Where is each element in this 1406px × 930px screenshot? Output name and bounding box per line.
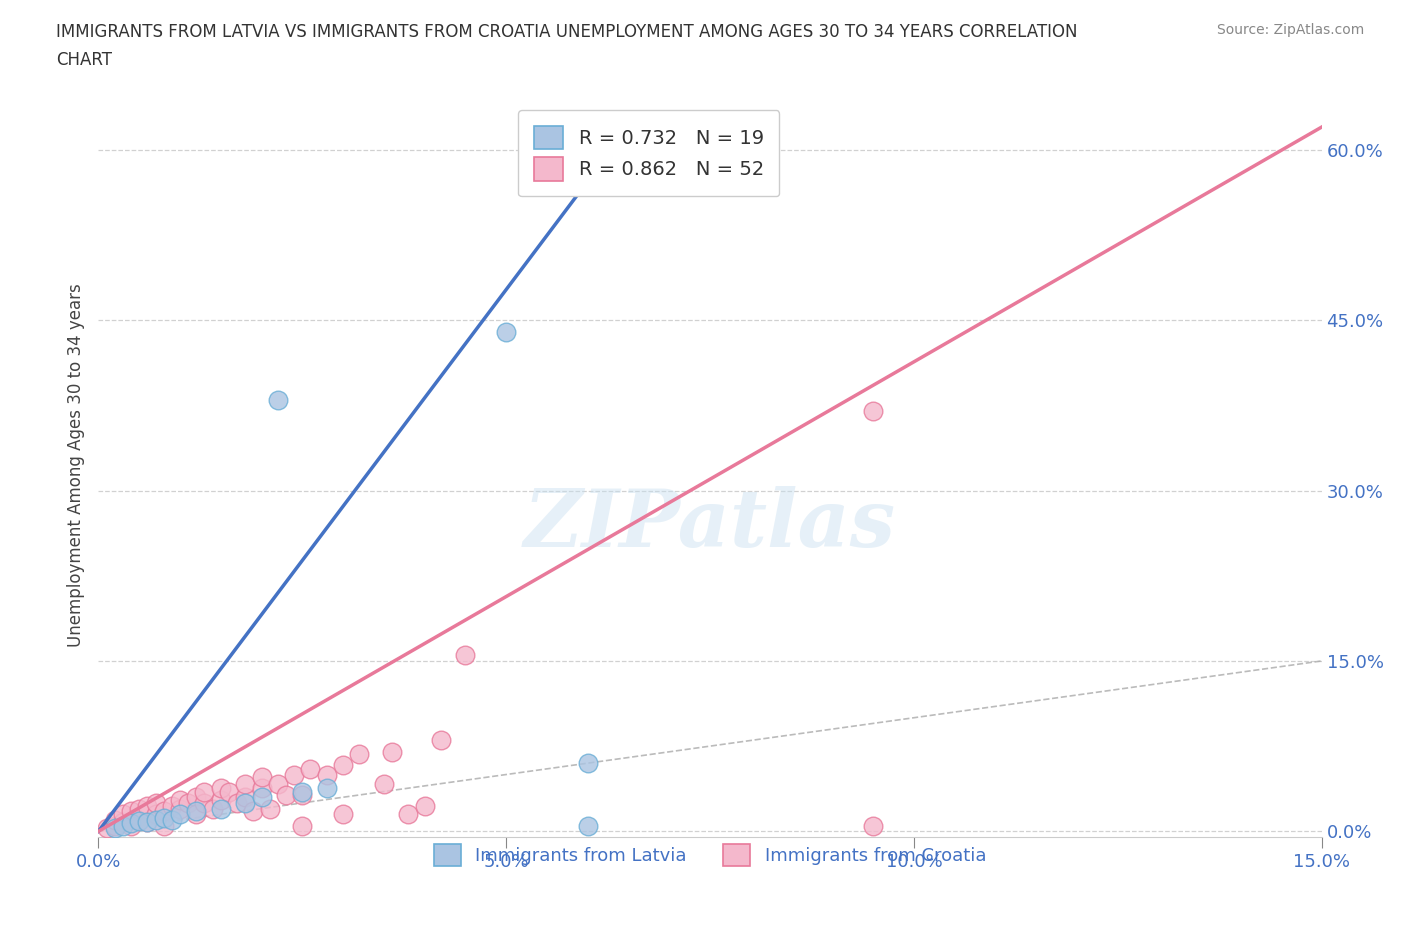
Point (233, 777, 256, 791)
Point (193, 795, 215, 810)
Point (120, 816, 142, 830)
Point (283, 767, 305, 782)
Point (862, 404, 884, 418)
Point (291, 818, 314, 833)
Point (209, 792, 232, 807)
Point (250, 780, 273, 795)
Point (169, 792, 191, 807)
Point (145, 813, 167, 828)
Point (315, 780, 337, 795)
Point (152, 804, 174, 818)
Point (111, 815, 134, 830)
Point (267, 392, 290, 407)
Point (349, 747, 371, 762)
Point (186, 807, 208, 822)
Point (160, 813, 183, 828)
Point (160, 799, 183, 814)
Point (250, 790, 273, 804)
Point (218, 784, 240, 799)
Point (267, 777, 290, 791)
Point (128, 801, 150, 816)
Point (576, 818, 599, 833)
Point (169, 807, 191, 822)
Point (177, 795, 200, 810)
Point (454, 648, 477, 663)
Point (396, 807, 419, 822)
Point (381, 744, 404, 759)
Text: Source: ZipAtlas.com: Source: ZipAtlas.com (1216, 23, 1364, 37)
Point (104, 820, 127, 835)
Point (250, 769, 273, 784)
Point (576, 756, 599, 771)
Point (169, 801, 191, 816)
Point (233, 795, 256, 810)
Point (136, 815, 159, 830)
Point (152, 818, 174, 833)
Point (413, 799, 436, 814)
Point (291, 788, 314, 803)
Point (104, 813, 127, 828)
Point (96, 820, 118, 835)
Point (299, 762, 322, 777)
Point (259, 801, 281, 816)
Point (291, 784, 314, 799)
Point (152, 810, 174, 825)
Point (120, 804, 142, 818)
Point (128, 814, 150, 829)
Text: IMMIGRANTS FROM LATVIA VS IMMIGRANTS FROM CROATIA UNEMPLOYMENT AMONG AGES 30 TO : IMMIGRANTS FROM LATVIA VS IMMIGRANTS FRO… (56, 23, 1078, 41)
Point (242, 804, 264, 818)
Point (111, 807, 134, 822)
Point (209, 801, 232, 816)
Point (495, 324, 517, 339)
Y-axis label: Unemployment Among Ages 30 to 34 years: Unemployment Among Ages 30 to 34 years (66, 283, 84, 647)
Point (373, 777, 395, 791)
Text: ZIPatlas: ZIPatlas (524, 485, 896, 564)
Text: CHART: CHART (56, 51, 112, 69)
Legend: Immigrants from Latvia, Immigrants from Croatia: Immigrants from Latvia, Immigrants from … (419, 830, 1001, 880)
Point (186, 804, 208, 818)
Point (332, 758, 354, 773)
Point (332, 807, 354, 822)
Point (862, 818, 884, 833)
Point (104, 818, 127, 833)
Point (145, 807, 167, 822)
Point (233, 790, 256, 804)
Point (186, 790, 208, 804)
Point (128, 813, 150, 828)
Point (193, 784, 215, 799)
Point (145, 795, 167, 810)
Point (111, 818, 134, 833)
Point (315, 767, 337, 782)
Point (201, 801, 224, 816)
Point (430, 733, 453, 748)
Point (136, 799, 159, 814)
Point (209, 780, 232, 795)
Point (226, 795, 249, 810)
Point (136, 815, 159, 830)
Point (274, 788, 297, 803)
Point (120, 818, 142, 833)
